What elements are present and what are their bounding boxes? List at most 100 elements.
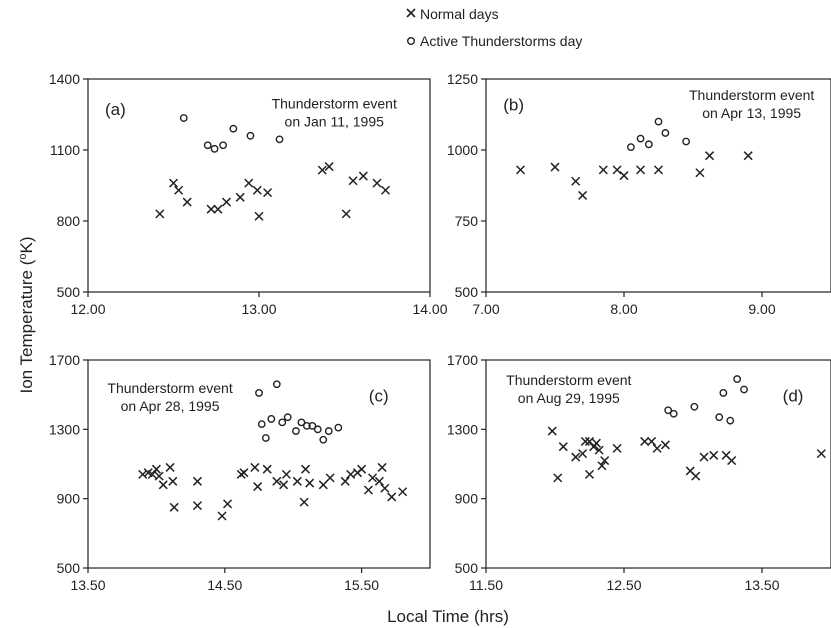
point-normal-day <box>263 188 273 198</box>
point-normal-day <box>252 185 262 195</box>
point-normal-day <box>709 450 719 460</box>
point-thunderstorm-day <box>267 415 276 423</box>
point-normal-day <box>636 165 646 175</box>
point-normal-day <box>213 204 223 214</box>
point-normal-day <box>299 497 309 507</box>
point-normal-day <box>221 197 232 207</box>
point-normal-day <box>192 501 202 511</box>
legend-marker-x <box>406 8 416 18</box>
point-normal-day <box>705 151 715 161</box>
point-normal-day <box>612 165 622 175</box>
x-tick-label: 9.00 <box>748 301 775 317</box>
point-thunderstorm-day <box>302 421 311 430</box>
point-normal-day <box>372 178 382 188</box>
y-axis-label: Ion Temperature (oK) <box>17 237 36 394</box>
point-normal-day <box>647 436 657 446</box>
point-thunderstorm-day <box>733 375 742 383</box>
point-thunderstorm-day <box>644 140 653 149</box>
point-normal-day <box>300 464 311 474</box>
point-normal-day <box>292 476 302 486</box>
point-normal-day <box>348 176 358 186</box>
point-normal-day <box>317 165 327 175</box>
point-normal-day <box>660 440 670 450</box>
annotation-line: on Apr 13, 1995 <box>702 105 801 121</box>
point-normal-day <box>244 178 254 188</box>
point-normal-day <box>305 478 315 488</box>
y-tick-label: 900 <box>455 491 479 507</box>
point-normal-day <box>357 464 367 474</box>
point-normal-day <box>600 456 610 466</box>
point-normal-day <box>695 168 705 178</box>
point-normal-day <box>591 438 601 448</box>
point-thunderstorm-day <box>246 131 255 140</box>
point-normal-day <box>612 443 622 453</box>
x-tick-label: 13.50 <box>70 577 105 593</box>
point-normal-day <box>168 476 178 486</box>
point-normal-day <box>653 165 664 175</box>
annotation-line: Thunderstorm event <box>506 372 631 388</box>
y-tick-label: 1700 <box>447 352 478 368</box>
point-normal-day <box>346 469 356 479</box>
point-thunderstorm-day <box>319 435 328 444</box>
y-tick-label: 1100 <box>50 142 80 158</box>
point-normal-day <box>640 436 650 446</box>
point-normal-day <box>192 476 202 486</box>
point-normal-day <box>597 461 607 471</box>
plot-frame <box>485 359 831 569</box>
panel-label: (b) <box>503 96 524 115</box>
x-tick-label: 7.00 <box>472 301 499 317</box>
y-tick-label: 750 <box>455 213 479 229</box>
y-tick-label: 1300 <box>447 421 478 437</box>
point-thunderstorm-day <box>278 418 287 427</box>
point-normal-day <box>374 476 384 486</box>
y-tick-label: 1000 <box>447 142 478 158</box>
point-normal-day <box>158 480 168 490</box>
point-thunderstorm-day <box>324 427 333 435</box>
plot-frame <box>485 78 831 293</box>
legend-marker-o <box>407 37 416 46</box>
annotation-line: Thunderstorm event <box>272 96 397 112</box>
point-normal-day <box>138 469 148 479</box>
legend-label-active: Active Thunderstorms day <box>420 33 582 49</box>
x-tick-label: 11.50 <box>469 577 503 593</box>
y-tick-label: 1250 <box>447 71 478 87</box>
point-thunderstorm-day <box>313 425 322 434</box>
point-normal-day <box>235 192 245 202</box>
point-normal-day <box>174 185 184 195</box>
point-thunderstorm-day <box>715 413 724 422</box>
point-thunderstorm-day <box>682 137 690 146</box>
point-normal-day <box>578 449 588 459</box>
x-tick-label: 12.00 <box>70 301 105 317</box>
point-normal-day <box>652 443 662 453</box>
point-normal-day <box>368 473 378 483</box>
x-tick-label: 13.00 <box>241 301 276 317</box>
point-normal-day <box>571 452 581 462</box>
point-normal-day <box>253 482 263 492</box>
point-normal-day <box>691 471 701 481</box>
y-tick-label: 1300 <box>49 421 80 437</box>
point-normal-day <box>558 442 568 452</box>
y-tick-label: 500 <box>455 284 479 300</box>
point-thunderstorm-day <box>627 143 635 152</box>
point-thunderstorm-day <box>334 423 343 432</box>
point-normal-day <box>377 462 387 472</box>
point-thunderstorm-day <box>261 434 270 442</box>
point-normal-day <box>206 204 216 214</box>
point-normal-day <box>155 209 165 219</box>
point-normal-day <box>250 462 260 472</box>
y-tick-label: 800 <box>57 213 81 229</box>
point-normal-day <box>147 469 157 479</box>
x-tick-label: 13.50 <box>744 577 779 593</box>
point-normal-day <box>594 445 604 455</box>
point-normal-day <box>165 462 175 472</box>
annotation-line: on Aug 29, 1995 <box>518 390 620 406</box>
x-axis-label: Local Time (hrs) <box>387 607 509 626</box>
point-normal-day <box>358 171 368 181</box>
point-normal-day <box>571 176 581 186</box>
point-normal-day <box>239 468 249 478</box>
point-normal-day <box>151 464 161 474</box>
point-normal-day <box>325 473 335 483</box>
point-normal-day <box>387 492 397 502</box>
point-thunderstorm-day <box>272 380 281 389</box>
